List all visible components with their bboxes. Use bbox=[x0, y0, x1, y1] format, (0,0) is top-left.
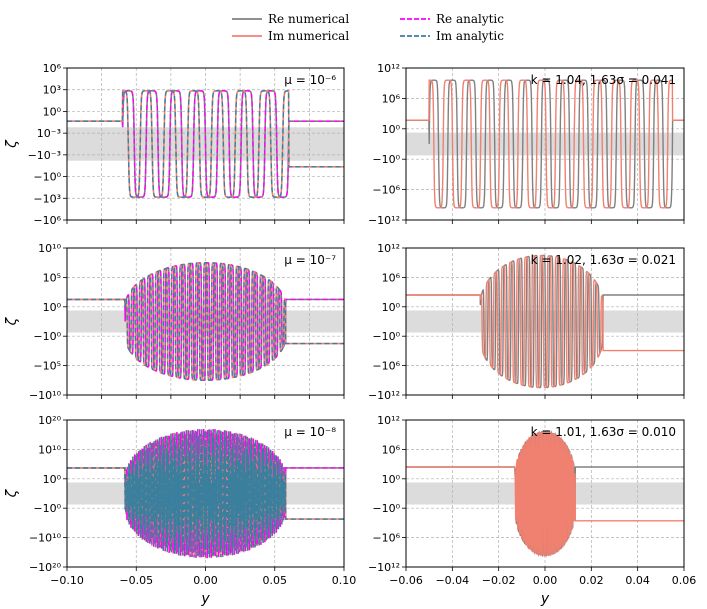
x-tick-label: 0.04 bbox=[625, 574, 650, 587]
panel-annotation: μ = 10⁻⁶ bbox=[284, 73, 336, 87]
y-tick-label: −10⁰ bbox=[372, 330, 400, 343]
y-tick-label: −10¹⁰ bbox=[29, 389, 62, 402]
panel-annotation: μ = 10⁻⁸ bbox=[284, 425, 336, 439]
legend-label: Re analytic bbox=[436, 12, 504, 26]
x-tick-label: −0.06 bbox=[389, 574, 423, 587]
y-tick-label: 10⁰ bbox=[43, 301, 62, 314]
x-tick-label: 0.00 bbox=[533, 574, 558, 587]
x-tick-label: 0.05 bbox=[263, 574, 288, 587]
y-tick-label: 10⁰ bbox=[382, 301, 401, 314]
panel-annotation: k = 1.01, 1.63σ = 0.010 bbox=[531, 425, 676, 439]
y-tick-label: −10⁰ bbox=[372, 153, 400, 166]
x-tick-label: −0.10 bbox=[50, 574, 84, 587]
panel-annotation: μ = 10⁻⁷ bbox=[284, 253, 336, 267]
y-tick-label: −10⁶ bbox=[372, 184, 400, 197]
y-tick-label: 10⁶ bbox=[382, 443, 401, 456]
panel-row3-left: −0.10 −0.05 0.00 0.05 0.10 10²⁰ 10¹⁰ 10⁰ −10⁰ −10… bbox=[4, 414, 356, 607]
panel-row2-left: 10¹⁰ 10⁵ 10⁰ −10⁰ −10⁵ −10¹⁰ μ = 10⁻⁷ ζ bbox=[4, 242, 345, 402]
x-tick-label: 0.02 bbox=[579, 574, 604, 587]
y-axis-label: ζ bbox=[4, 488, 20, 498]
y-tick-label: 10¹² bbox=[377, 414, 400, 427]
panel-annotation: k = 1.04, 1.63σ = 0.041 bbox=[531, 73, 676, 87]
plot-area bbox=[67, 261, 344, 381]
y-tick-label: −10⁶ bbox=[372, 360, 400, 373]
plot-area bbox=[406, 429, 684, 558]
x-axis-label: y bbox=[540, 591, 550, 607]
series-im-numerical bbox=[406, 431, 684, 557]
y-tick-label: −10¹² bbox=[368, 561, 400, 574]
y-tick-label: −10⁶ bbox=[372, 532, 400, 545]
y-tick-label: 10⁰ bbox=[43, 473, 62, 486]
y-tick-label: 10⁶ bbox=[382, 271, 401, 284]
y-tick-label: 10³ bbox=[43, 84, 61, 97]
plot-area bbox=[406, 254, 684, 389]
y-tick-label: −10⁰ bbox=[33, 171, 61, 184]
y-tick-label: 10⁵ bbox=[43, 271, 61, 284]
y-tick-label: 10¹² bbox=[377, 62, 400, 75]
y-tick-label: 10⁻³ bbox=[37, 127, 61, 140]
legend-label: Im numerical bbox=[268, 29, 349, 43]
plot-area bbox=[406, 79, 684, 209]
y-tick-label: 10⁰ bbox=[382, 123, 401, 136]
plot-area bbox=[67, 90, 344, 198]
y-tick-label: −10¹² bbox=[368, 214, 400, 227]
x-tick-label: −0.02 bbox=[482, 574, 516, 587]
y-tick-label: 10¹⁰ bbox=[38, 242, 61, 255]
x-tick-label: 0.06 bbox=[672, 574, 697, 587]
y-tick-label: −10²⁰ bbox=[29, 561, 62, 574]
series-re-analytic bbox=[67, 90, 344, 198]
legend-label: Im analytic bbox=[436, 29, 504, 43]
panel-row1-left: 10⁶ 10³ 10⁰ 10⁻³ −10⁻³ −10⁰ −10³ −10⁶ μ = 10⁻⁶ ζ bbox=[4, 62, 345, 227]
panel-row1-right: 10¹² 10⁶ 10⁰ −10⁰ −10⁶ −10¹² k = 1.04, 1.63σ =… bbox=[368, 62, 685, 227]
x-tick-label: 0.00 bbox=[193, 574, 218, 587]
x-tick-label: −0.04 bbox=[435, 574, 469, 587]
y-tick-label: −10⁰ bbox=[372, 502, 400, 515]
series-im-numerical bbox=[406, 254, 684, 389]
y-tick-label: 10⁰ bbox=[382, 473, 401, 486]
x-tick-label: −0.05 bbox=[119, 574, 153, 587]
series-im-numerical bbox=[406, 79, 684, 209]
y-tick-label: 10⁶ bbox=[382, 92, 401, 105]
legend-label: Re numerical bbox=[268, 12, 349, 26]
series-im-analytic bbox=[67, 262, 344, 381]
y-tick-label: −10¹⁰ bbox=[29, 532, 62, 545]
legend: Re numerical Im numerical Re analytic Im an… bbox=[232, 12, 504, 43]
y-tick-label: 10²⁰ bbox=[38, 414, 61, 427]
panel-row3-right: −0.06 −0.04 −0.02 0.00 0.02 0.04 0.06 10¹² 10⁶ 10… bbox=[368, 414, 696, 607]
series-im-analytic bbox=[67, 90, 344, 198]
y-tick-label: −10⁰ bbox=[33, 502, 61, 515]
panel-row2-right: 10¹² 10⁶ 10⁰ −10⁰ −10⁶ −10¹² k = 1.02, 1.63σ =… bbox=[368, 242, 685, 402]
y-tick-label: −10⁰ bbox=[33, 330, 61, 343]
y-tick-label: −10³ bbox=[33, 192, 61, 205]
y-tick-label: 10¹² bbox=[377, 242, 400, 255]
y-axis-label: ζ bbox=[4, 316, 20, 326]
plot-area bbox=[67, 428, 344, 559]
series-im-numerical bbox=[67, 429, 344, 559]
y-tick-label: −10⁻³ bbox=[28, 149, 61, 162]
y-tick-label: 10⁶ bbox=[43, 62, 62, 75]
x-axis-label: y bbox=[200, 591, 210, 607]
panel-annotation: k = 1.02, 1.63σ = 0.021 bbox=[531, 253, 676, 267]
y-tick-label: −10¹² bbox=[368, 389, 400, 402]
y-tick-label: 10¹⁰ bbox=[38, 443, 61, 456]
y-tick-label: −10⁶ bbox=[33, 214, 61, 227]
y-tick-label: 10⁰ bbox=[43, 105, 62, 118]
y-tick-label: −10⁵ bbox=[33, 360, 61, 373]
y-axis-label: ζ bbox=[4, 139, 20, 149]
x-tick-label: 0.10 bbox=[332, 574, 357, 587]
